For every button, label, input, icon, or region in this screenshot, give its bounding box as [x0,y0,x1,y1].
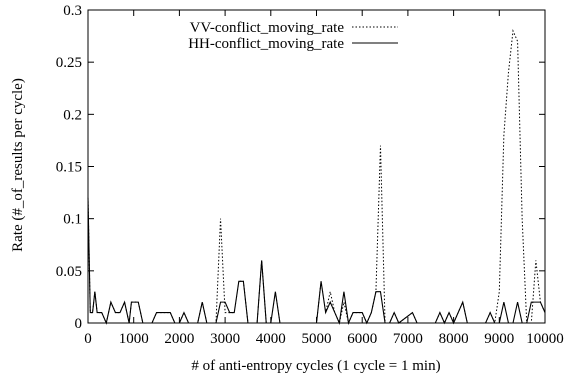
legend: VV-conflict_moving_rateHH-conflict_movin… [188,20,398,52]
x-tick-label: 9000 [484,331,514,347]
y-tick-label: 0 [75,316,83,332]
x-tick-label: 3000 [210,331,240,347]
legend-label: HH-conflict_moving_rate [188,36,344,52]
plot-area [87,9,546,324]
y-tick-label: 0.2 [63,107,82,123]
x-axis-title: # of anti-entropy cycles (1 cycle = 1 mi… [191,358,440,374]
y-tick-label: 0.25 [56,55,82,71]
x-tick-label: 8000 [439,331,469,347]
series-layer [87,28,546,325]
x-tick-label: 10000 [526,331,564,347]
x-tick-label: 4000 [256,331,286,347]
y-tick-label: 0.15 [56,160,82,176]
x-tick-label: 5000 [302,331,332,347]
y-tick-label: 0.3 [63,3,82,19]
legend-label: VV-conflict_moving_rate [190,20,345,36]
plot-frame [87,9,546,324]
y-axis-title: Rate (#_of_results per cycle) [10,78,26,252]
x-tick-label: 1000 [119,331,149,347]
x-tick-label: 7000 [393,331,423,347]
series-line-vv [87,28,546,325]
ticks-layer: 0 1000 2000 3000 4000 5000 6000 7000 8000 9000 100… [56,3,564,347]
series-line-hh [87,197,546,325]
y-tick-label: 0.1 [63,212,82,228]
x-tick-label: 6000 [347,331,377,347]
x-tick-label: 2000 [164,331,194,347]
y-tick-label: 0.05 [56,264,82,280]
x-tick-label: 0 [84,331,92,347]
